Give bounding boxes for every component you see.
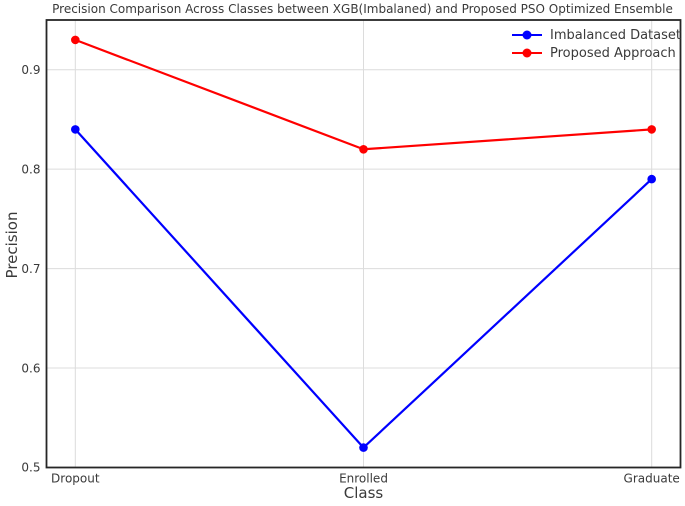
legend-label: Imbalanced Dataset [550, 27, 681, 43]
y-tick-label: 0.7 [21, 262, 40, 276]
data-point-marker [647, 174, 656, 184]
data-point-marker [359, 144, 368, 154]
legend-entry: Proposed Approach [512, 44, 681, 62]
y-tick-label: 0.5 [21, 461, 40, 475]
y-tick-label: 0.6 [21, 361, 40, 375]
legend-marker-icon [522, 30, 532, 40]
legend-marker-icon [522, 48, 532, 58]
y-tick-label: 0.9 [21, 63, 40, 77]
legend-label: Proposed Approach [550, 45, 676, 61]
x-axis-label: Class [343, 484, 384, 502]
legend-line-sample [512, 30, 543, 40]
axes-spines [45, 19, 682, 469]
x-tick-label: Graduate [624, 472, 680, 486]
legend-entry: Imbalanced Dataset [512, 26, 681, 44]
data-point-marker [647, 125, 656, 134]
y-tick-label: 0.8 [21, 162, 40, 176]
x-tick-label: Enrolled [339, 472, 388, 486]
legend-line-sample [512, 48, 543, 58]
y-axis-label: Precision [3, 211, 21, 279]
data-point-marker [359, 443, 368, 452]
chart-title: Precision Comparison Across Classes betw… [52, 2, 673, 16]
legend: Imbalanced Dataset Proposed Approach [512, 26, 681, 62]
x-tick-label: Dropout [51, 472, 100, 486]
data-point-marker [71, 35, 80, 45]
data-point-marker [71, 125, 80, 134]
